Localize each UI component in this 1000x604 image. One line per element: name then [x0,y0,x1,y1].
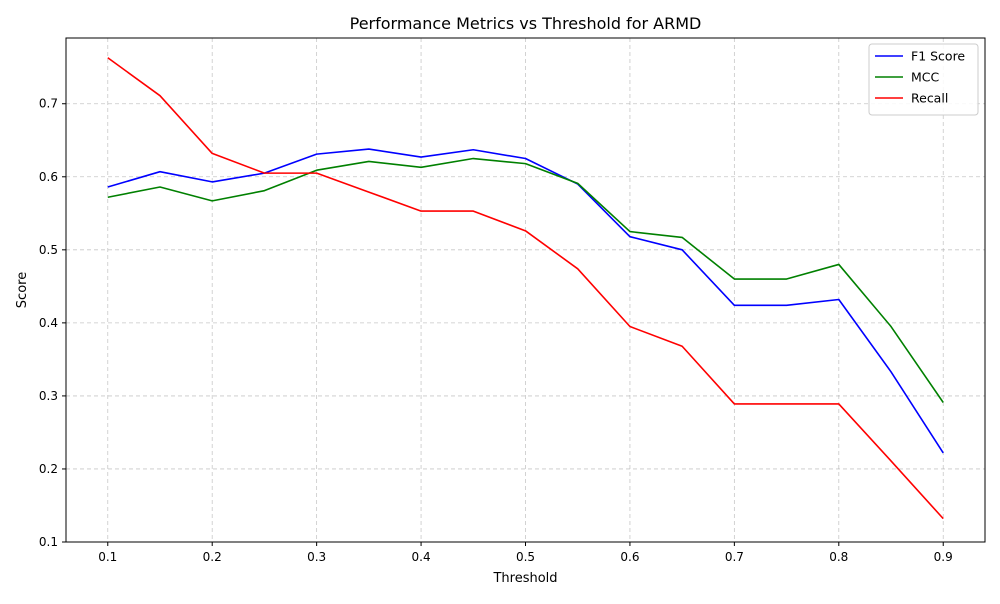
x-tick-label: 0.1 [98,550,117,564]
y-axis-ticks: 0.1 0.2 0.3 0.4 0.5 0.6 0.7 [39,97,66,549]
legend-label-recall: Recall [911,91,948,106]
y-tick-label: 0.2 [39,462,58,476]
grid [66,38,985,543]
x-tick-label: 0.6 [620,550,639,564]
x-tick-label: 0.3 [307,550,326,564]
series-line-f1-score [107,148,944,454]
x-tick-label: 0.7 [725,550,744,564]
y-tick-label: 0.5 [39,243,58,257]
legend: F1 Score MCC Recall [868,43,979,116]
series-lines [107,57,944,520]
legend-label-mcc: MCC [911,70,940,85]
series-line-mcc [107,157,944,403]
series-line-recall [107,57,944,520]
x-axis-label: Threshold [492,571,557,586]
chart-title: Performance Metrics vs Threshold for ARM… [350,14,702,33]
y-tick-label: 0.4 [39,316,58,330]
y-tick-label: 0.1 [39,535,58,549]
x-tick-label: 0.8 [829,550,848,564]
x-tick-label: 0.4 [412,550,431,564]
x-tick-label: 0.9 [934,550,953,564]
y-tick-label: 0.6 [39,170,58,184]
x-tick-label: 0.5 [516,550,535,564]
legend-label-f1-score: F1 Score [911,49,965,64]
x-axis-ticks: 0.1 0.2 0.3 0.4 0.5 0.6 0.7 0.8 0.9 [98,542,953,564]
y-tick-label: 0.3 [39,389,58,403]
x-tick-label: 0.2 [203,550,222,564]
y-tick-label: 0.7 [39,97,58,111]
y-axis-label: Score [15,272,30,308]
